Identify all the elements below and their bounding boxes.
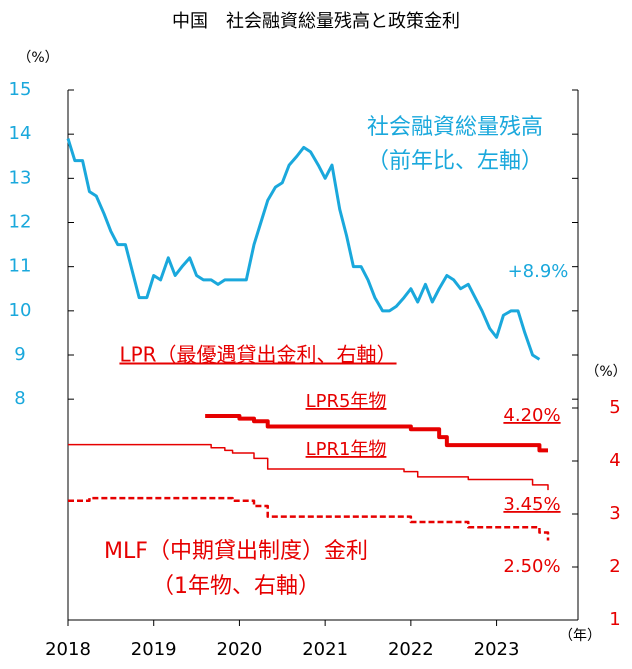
y-tick-label: 14 xyxy=(9,123,32,144)
x-tick-label: 2023 xyxy=(474,639,520,660)
y-unit: （%） xyxy=(17,50,58,66)
x-tick-label: 2019 xyxy=(131,639,177,660)
annotation: 4.20% xyxy=(503,405,560,426)
y2-tick-label: 1 xyxy=(609,609,620,630)
y-tick-label: 15 xyxy=(9,79,32,100)
annotation: MLF（中期貸出制度）金利 xyxy=(104,539,368,564)
y-tick-label: 8 xyxy=(14,388,25,409)
x-tick-label: 2018 xyxy=(45,639,91,660)
annotation: LPR1年物 xyxy=(306,439,387,460)
annotation: 3.45% xyxy=(503,494,560,515)
series-line xyxy=(205,413,548,453)
annotation: （1年物、右軸） xyxy=(152,574,320,599)
annotation: 2.50% xyxy=(503,556,560,577)
series-line xyxy=(66,138,541,361)
y-tick-label: 13 xyxy=(9,167,32,188)
chart-title: 中国 社会融資総量残高と政策金利 xyxy=(172,11,460,32)
annotation: LPR（最優遇貸出金利、右軸） xyxy=(119,343,396,367)
annotation: 社会融資総量残高 xyxy=(367,115,543,140)
annotation: LPR5年物 xyxy=(306,391,387,412)
y-tick-label: 10 xyxy=(9,300,32,321)
y-tick-label: 9 xyxy=(14,344,25,365)
y2-tick-label: 4 xyxy=(609,450,620,471)
y2-unit: （%） xyxy=(585,364,626,380)
y2-tick-label: 2 xyxy=(609,556,620,577)
x-tick-label: 2022 xyxy=(388,639,434,660)
x-unit: （年） xyxy=(559,628,601,644)
annotation: （前年比、左軸） xyxy=(367,149,543,174)
y-tick-label: 11 xyxy=(9,256,32,277)
x-tick-label: 2020 xyxy=(217,639,263,660)
y2-tick-label: 3 xyxy=(609,503,620,524)
y-tick-label: 12 xyxy=(9,212,32,233)
x-tick-label: 2021 xyxy=(302,639,348,660)
series-line xyxy=(68,443,549,491)
y2-tick-label: 5 xyxy=(609,397,620,418)
series-line xyxy=(68,496,550,541)
annotation: +8.9% xyxy=(508,261,569,282)
